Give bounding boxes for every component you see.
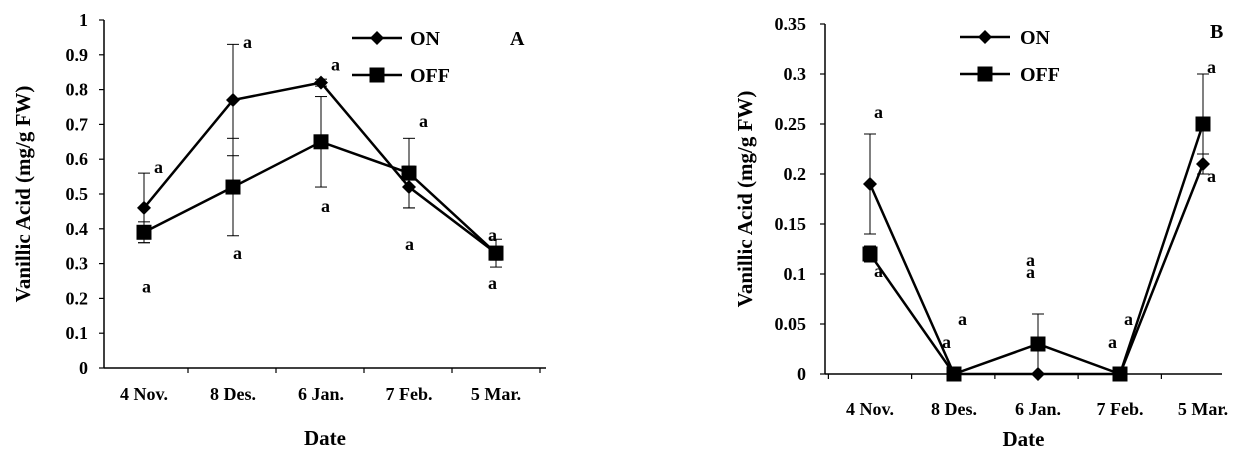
significance-label: a (142, 276, 151, 296)
significance-label: a (243, 32, 252, 52)
chart-panel-B: 0 0.05 0.1 0.15 0.2 0.25 0.3 0.35 4 Nov. 8 Des. 6 … (733, 14, 1228, 451)
significance-label: a (1207, 57, 1216, 77)
data-point (862, 246, 878, 262)
legend-label: ON (1020, 27, 1051, 49)
significance-label: a (1026, 250, 1035, 270)
data-point (226, 93, 240, 108)
data-point (1030, 336, 1046, 352)
y-tick-label: 0.5 (66, 184, 89, 204)
significance-label: a (405, 234, 414, 254)
data-point (313, 134, 329, 150)
x-axis-title: Date (304, 426, 346, 450)
panel-label: B (1210, 21, 1223, 43)
legend: ON OFF (960, 27, 1060, 86)
x-tick-label: 5 Mar. (1178, 399, 1228, 419)
x-tick-label: 8 Des. (210, 384, 256, 404)
data-point (136, 224, 152, 240)
significance-label: a (233, 243, 242, 263)
x-tick-label: 6 Jan. (298, 384, 344, 404)
y-tick-label: 1 (79, 10, 88, 30)
data-point (863, 177, 877, 191)
data-point (401, 165, 417, 181)
significance-label: a (1207, 166, 1216, 186)
series-line (143, 140, 497, 255)
significance-label: a (1026, 262, 1035, 282)
data-point (314, 75, 328, 90)
y-tick-label: 0.4 (66, 219, 89, 239)
y-tick-label: 0.8 (66, 80, 89, 100)
significance-label: a (942, 332, 951, 352)
y-tick-label: 0.9 (66, 45, 89, 65)
x-tick-label: 7 Feb. (386, 384, 433, 404)
significance-label: a (419, 111, 428, 131)
chart-panel-A: 0 0.1 0.2 0.3 0.4 0.5 0.6 0.7 0.8 0.9 1 4 Nov. 8 Des… (11, 10, 546, 450)
data-point (488, 245, 504, 261)
significance-label: a (958, 309, 967, 329)
y-tick-label: 0 (79, 358, 88, 378)
significance-label: a (331, 55, 340, 75)
y-tick-label: 0.1 (66, 323, 89, 343)
series-line (143, 81, 497, 255)
y-tick-label: 0.2 (66, 288, 89, 308)
x-axis-title: Date (1003, 427, 1045, 450)
y-tick-label: 0.25 (775, 114, 807, 134)
y-tick-label: 0.1 (784, 264, 807, 284)
data-point (137, 200, 151, 215)
y-tick-label: 0.3 (66, 254, 89, 274)
data-point (1195, 116, 1211, 132)
legend-marker (369, 67, 385, 83)
legend-marker (370, 31, 384, 45)
legend-label: OFF (410, 65, 450, 87)
significance-label: a (488, 225, 497, 245)
significance-label: a (321, 196, 330, 216)
data-point (225, 179, 241, 195)
panel-label: A (510, 28, 525, 50)
y-tick-label: 0.3 (784, 64, 807, 84)
significance-label: a (488, 273, 497, 293)
y-tick-label: 0.35 (775, 14, 807, 34)
legend-marker (978, 30, 992, 44)
data-point (946, 366, 962, 382)
x-tick-label: 4 Nov. (120, 384, 168, 404)
x-tick-label: 8 Des. (931, 399, 977, 419)
legend-label: ON (410, 28, 441, 50)
data-point (1112, 366, 1128, 382)
y-tick-label: 0.6 (66, 149, 89, 169)
y-tick-label: 0.05 (775, 314, 807, 334)
x-tick-label: 4 Nov. (846, 399, 894, 419)
significance-label: a (154, 157, 163, 177)
y-tick-label: 0 (797, 364, 806, 384)
significance-label: a (1124, 309, 1133, 329)
y-tick-label: 0.15 (775, 214, 807, 234)
y-axis-title: Vanillic Acid (mg/g FW) (11, 86, 35, 303)
legend-label: OFF (1020, 64, 1060, 86)
x-tick-label: 5 Mar. (471, 384, 521, 404)
x-tick-label: 6 Jan. (1015, 399, 1061, 419)
significance-label: a (874, 102, 883, 122)
y-axis-title: Vanillic Acid (mg/g FW) (733, 91, 757, 308)
significance-label: a (874, 261, 883, 281)
series-off: a a a a a (136, 96, 504, 296)
x-tick-label: 7 Feb. (1097, 399, 1144, 419)
legend: ON OFF (352, 28, 450, 87)
y-tick-label: 0.7 (66, 114, 89, 134)
significance-label: a (1108, 332, 1117, 352)
y-tick-label: 0.2 (784, 164, 807, 184)
legend-marker (977, 66, 993, 82)
